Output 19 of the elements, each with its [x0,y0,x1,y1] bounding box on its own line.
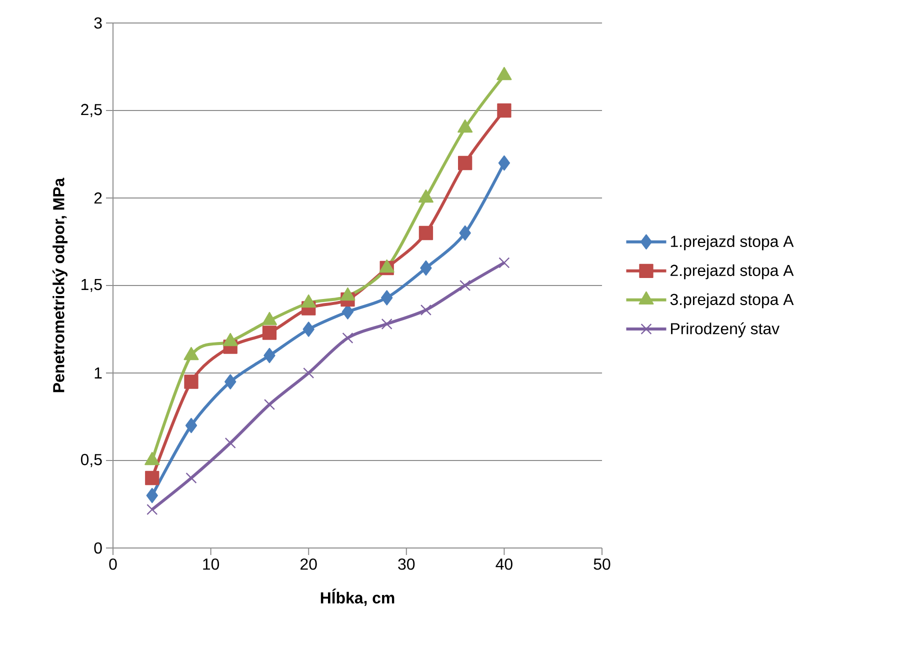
x-tick-label: 20 [300,558,317,570]
y-tick-label: 1 [94,368,102,378]
legend-label: 3.prejazd stopa A [670,293,794,308]
x-tick-label: 40 [496,558,512,570]
y-tick-label: 2 [94,192,102,204]
y-tick-label: 0 [94,542,102,554]
x-tick-label: 30 [398,558,415,570]
y-tick-label: 2,5 [81,104,102,118]
legend-label: Prirodzený stav [671,322,780,338]
x-tick-label: 0 [109,558,117,570]
y-axis-title: Penetrometrický odpor, MPa [52,178,68,392]
x-axis-title: Hĺbka, cm [320,588,394,606]
y-tick-label: 0,5 [80,454,102,468]
y-tick-label: 3 [94,17,102,29]
x-tick-label: 50 [594,558,610,570]
x-tick-label: 10 [203,558,220,570]
legend-label: 1.prejazd stopa A [670,235,794,250]
y-tick-label: 1,5 [82,278,102,292]
legend-label: 2.prejazd stopa A [670,264,794,280]
